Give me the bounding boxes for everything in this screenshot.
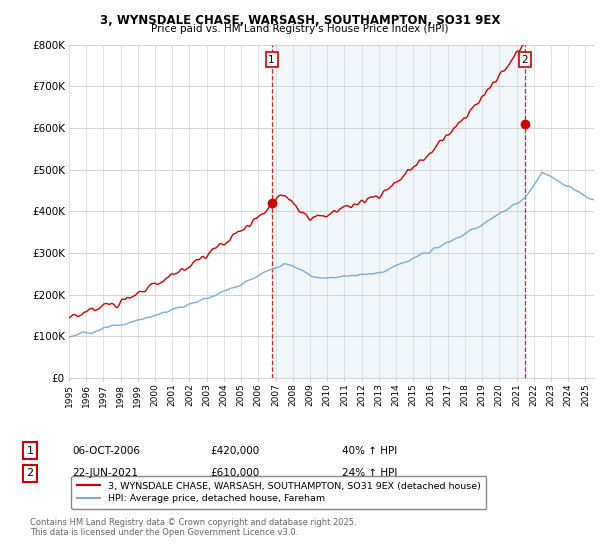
Text: 06-OCT-2006: 06-OCT-2006 [72, 446, 140, 456]
Text: 1: 1 [268, 55, 275, 65]
Text: £420,000: £420,000 [210, 446, 259, 456]
Text: Price paid vs. HM Land Registry's House Price Index (HPI): Price paid vs. HM Land Registry's House … [151, 24, 449, 34]
Text: 2: 2 [521, 55, 528, 65]
Legend: 3, WYNSDALE CHASE, WARSASH, SOUTHAMPTON, SO31 9EX (detached house), HPI: Average: 3, WYNSDALE CHASE, WARSASH, SOUTHAMPTON,… [71, 476, 487, 509]
Text: 22-JUN-2021: 22-JUN-2021 [72, 468, 138, 478]
Text: £610,000: £610,000 [210, 468, 259, 478]
Text: 3, WYNSDALE CHASE, WARSASH, SOUTHAMPTON, SO31 9EX: 3, WYNSDALE CHASE, WARSASH, SOUTHAMPTON,… [100, 14, 500, 27]
Text: 2: 2 [26, 468, 34, 478]
Text: 40% ↑ HPI: 40% ↑ HPI [342, 446, 397, 456]
Text: Contains HM Land Registry data © Crown copyright and database right 2025.
This d: Contains HM Land Registry data © Crown c… [30, 518, 356, 538]
Text: 1: 1 [26, 446, 34, 456]
Text: 24% ↑ HPI: 24% ↑ HPI [342, 468, 397, 478]
Bar [272, 45, 524, 378]
